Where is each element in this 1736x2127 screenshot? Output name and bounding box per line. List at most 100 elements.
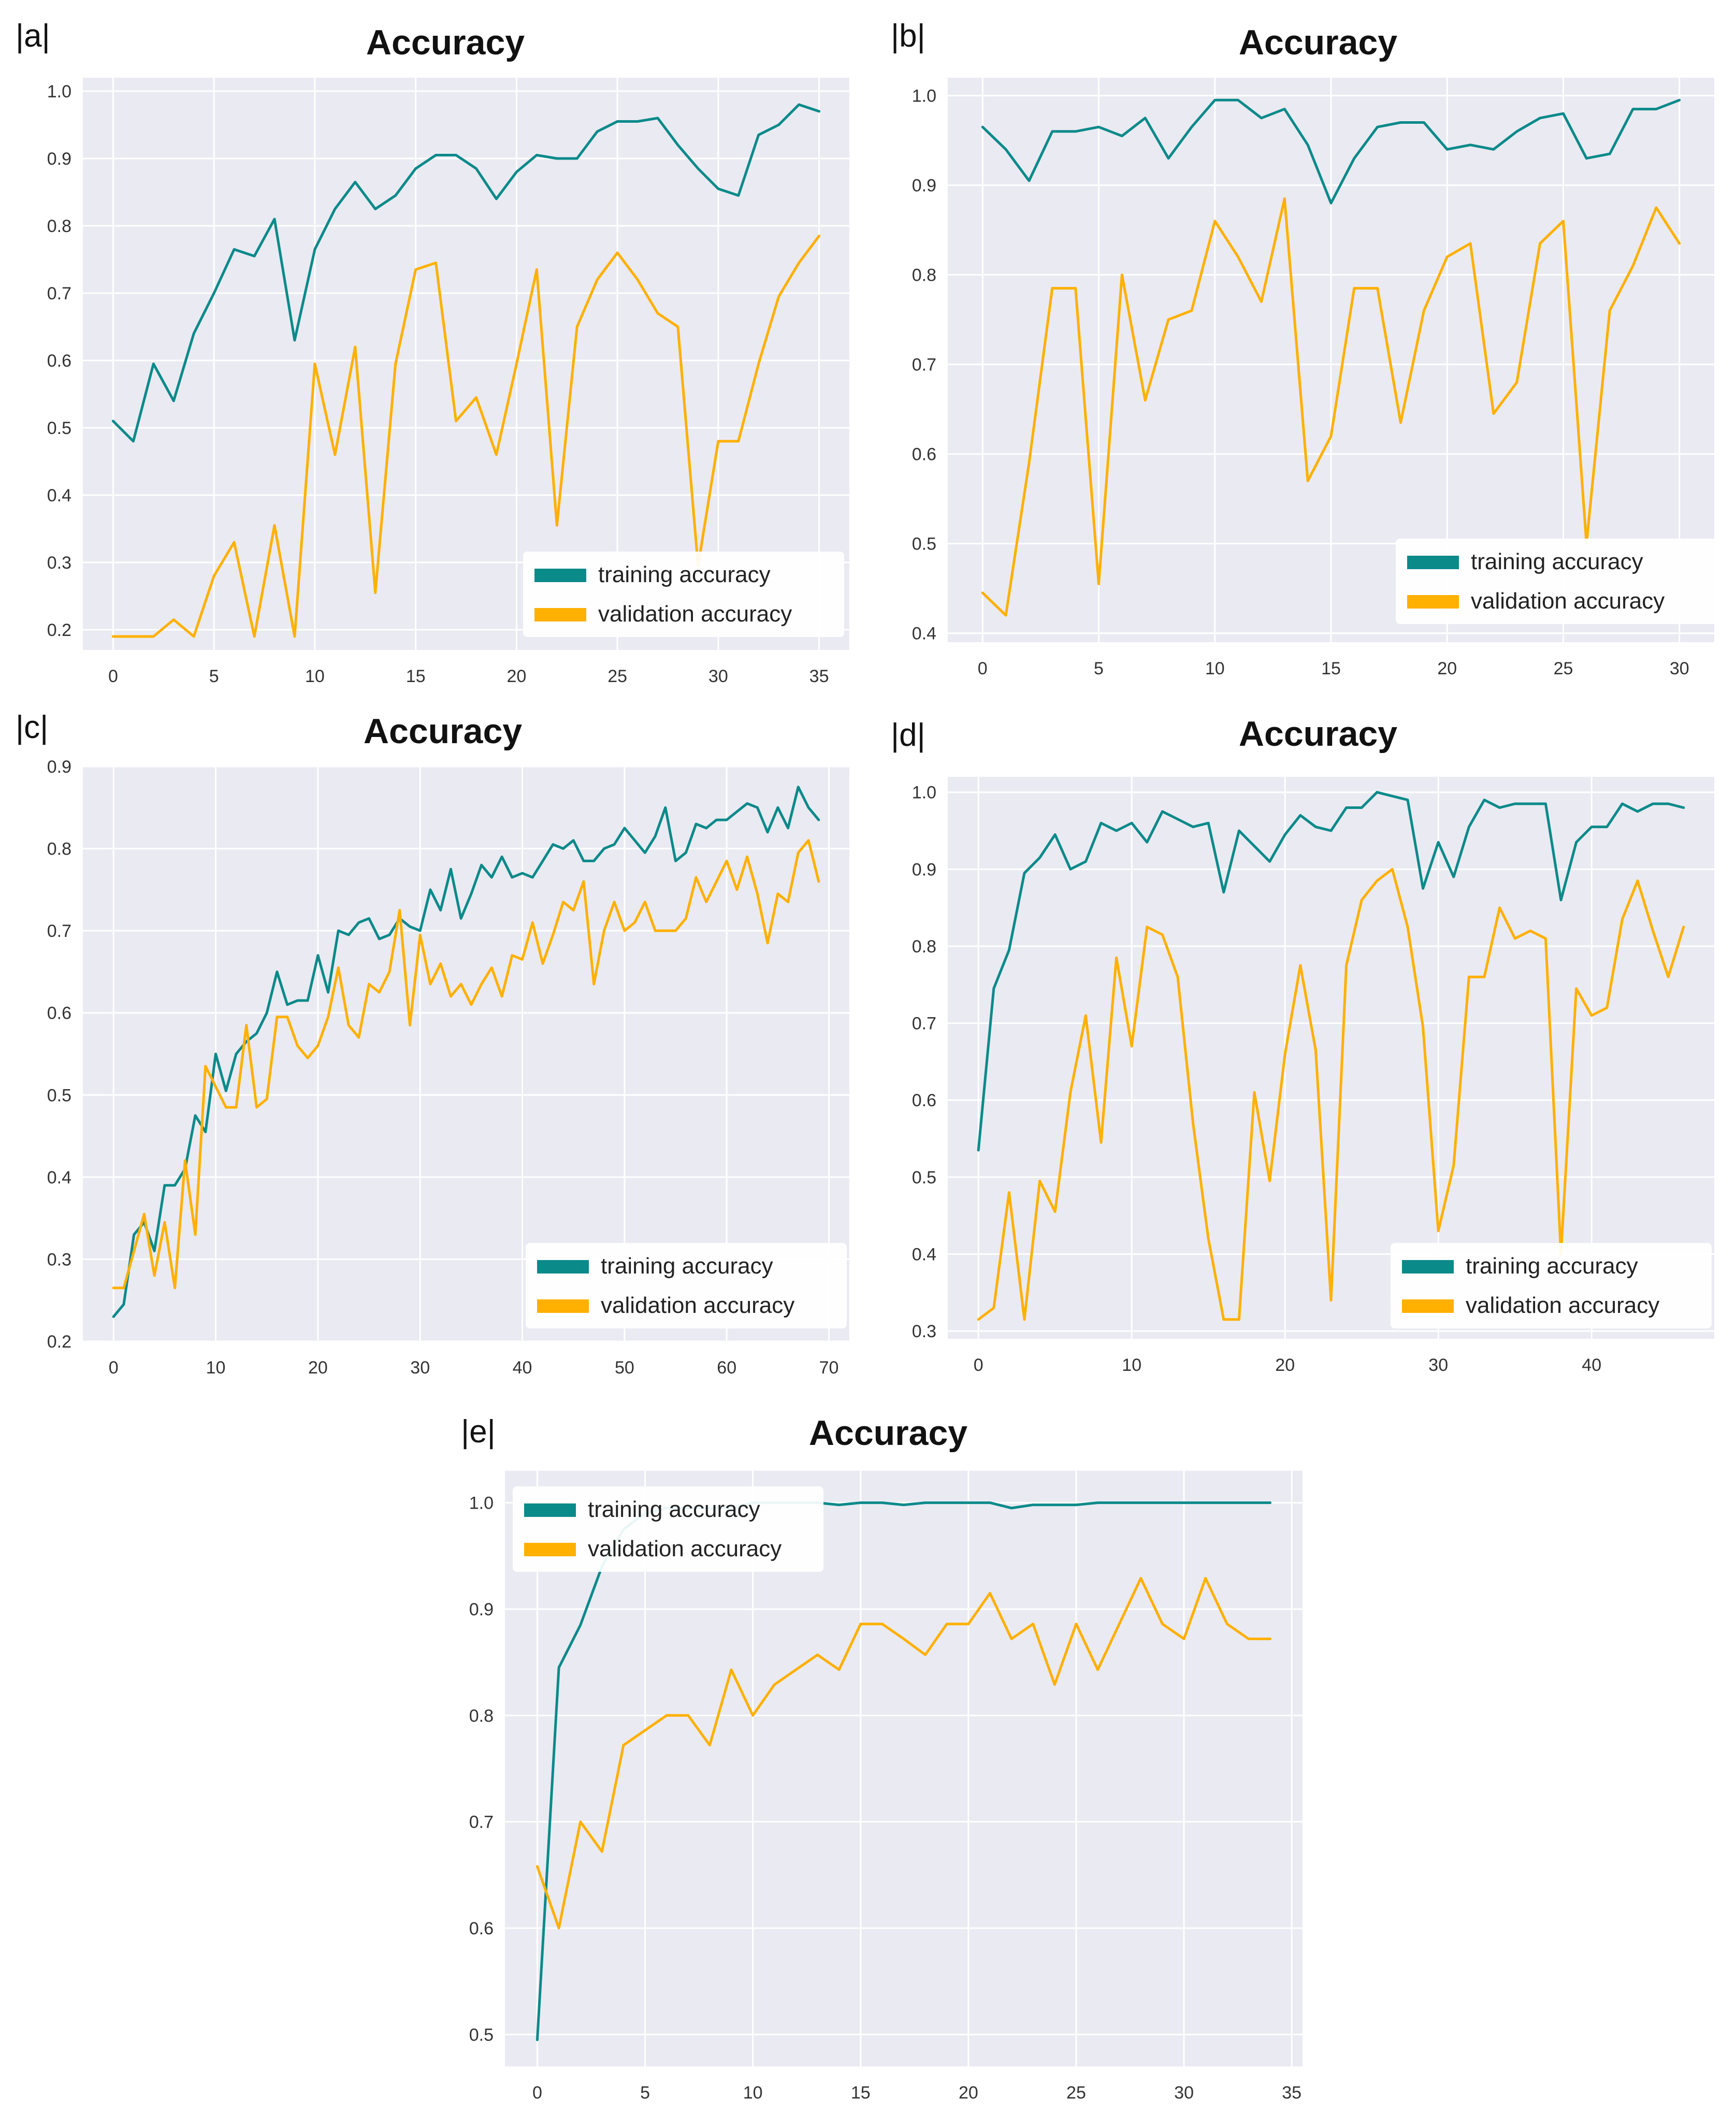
chart-panel-e: |e| Accuracy 0.5 0.6 0.7 0.8 0.9 1.0 0 5 10 15 20 25 3… <box>461 1413 1303 2103</box>
chart-title: Accuracy <box>1239 714 1397 754</box>
x-tick-label: 15 <box>406 667 426 686</box>
x-tick-label: 20 <box>959 2083 978 2103</box>
legend-box <box>526 1243 847 1328</box>
y-tick-label: 0.5 <box>47 1086 71 1105</box>
x-tick-label: 20 <box>1275 1355 1295 1375</box>
x-tick-label: 60 <box>717 1358 736 1378</box>
y-tick-label: 0.7 <box>912 355 936 375</box>
chart-panel-b: |b| Accuracy 0.4 0.5 0.6 0.7 0.8 0.9 1.0 0 5 10 15 20… <box>891 18 1717 678</box>
x-tick-label: 20 <box>308 1358 328 1378</box>
y-tick-label: 0.6 <box>47 1004 71 1023</box>
legend-label-validation: validation accuracy <box>601 1293 794 1318</box>
legend: training accuracy validation accuracy <box>1396 539 1717 624</box>
y-tick-label: 0.9 <box>912 176 936 196</box>
x-tick-label: 30 <box>1670 659 1689 678</box>
validation-accuracy-line <box>981 197 1681 617</box>
legend: training accuracy validation accuracy <box>513 1486 823 1572</box>
chart-panel-d: |d| Accuracy 0.3 0.4 0.5 0.6 0.7 0.8 0.9 1.0 0 10 20… <box>891 714 1714 1375</box>
panel-label: |c| <box>16 710 48 745</box>
legend-label-training: training accuracy <box>598 562 771 587</box>
x-tick-label: 5 <box>640 2083 650 2103</box>
legend-swatch-validation <box>537 1299 589 1313</box>
panel-label: |b| <box>891 18 925 54</box>
legend-swatch-validation <box>1407 595 1459 609</box>
y-tick-label: 0.2 <box>47 1332 71 1352</box>
training-accuracy-line <box>981 98 1681 205</box>
y-tick-label: 0.9 <box>469 1600 494 1619</box>
y-tick-label: 0.5 <box>912 1168 936 1188</box>
legend-swatch-training <box>1402 1260 1454 1274</box>
training-accuracy-line <box>112 786 820 1318</box>
x-tick-label: 70 <box>819 1358 839 1378</box>
legend-swatch-validation <box>524 1543 576 1556</box>
legend-box <box>1391 1243 1712 1328</box>
validation-accuracy-line <box>111 235 821 638</box>
x-tick-label: 20 <box>1437 659 1457 678</box>
x-tick-label: 10 <box>743 2083 763 2103</box>
y-tick-label: 0.4 <box>47 486 71 505</box>
panel-label: |e| <box>461 1414 496 1450</box>
validation-accuracy-line <box>112 839 820 1290</box>
y-tick-label: 0.5 <box>912 534 936 554</box>
y-tick-label: 0.6 <box>912 1091 936 1110</box>
y-tick-label: 0.4 <box>912 624 936 644</box>
x-tick-label: 10 <box>305 667 325 686</box>
x-tick-label: 25 <box>607 667 627 686</box>
legend-swatch-validation <box>1402 1299 1454 1313</box>
legend-label-training: training accuracy <box>1471 549 1643 574</box>
y-tick-label: 0.4 <box>47 1168 71 1188</box>
x-tick-label: 10 <box>1122 1355 1141 1375</box>
y-tick-label: 0.8 <box>47 840 71 859</box>
chart-title: Accuracy <box>366 23 525 62</box>
x-tick-label: 5 <box>1094 659 1104 678</box>
chart-panel-a: |a| Accuracy 0.2 0.3 0.4 0.5 0.6 0.7 0.8 0.9 1.0 0 5… <box>16 18 849 686</box>
y-tick-label: 0.2 <box>47 620 71 640</box>
y-tick-label: 1.0 <box>469 1494 494 1513</box>
panel-label: |d| <box>891 717 925 753</box>
legend-swatch-validation <box>534 608 586 621</box>
chart-title: Accuracy <box>809 1413 967 1453</box>
x-tick-label: 10 <box>206 1358 226 1378</box>
legend-label-validation: validation accuracy <box>588 1536 782 1561</box>
y-tick-label: 1.0 <box>912 783 936 803</box>
x-tick-label: 25 <box>1554 659 1573 678</box>
x-tick-label: 40 <box>513 1358 532 1378</box>
x-tick-label: 30 <box>708 667 728 686</box>
y-tick-label: 0.7 <box>912 1014 936 1034</box>
chart-panel-c: |c| Accuracy 0.2 0.3 0.4 0.5 0.6 0.7 0.8 0.9 0 10 20… <box>16 710 849 1378</box>
y-tick-label: 0.6 <box>47 351 71 371</box>
panel-label: |a| <box>16 18 50 54</box>
training-accuracy-line <box>111 103 821 443</box>
x-tick-label: 0 <box>532 2083 542 2103</box>
legend-label-training: training accuracy <box>601 1253 773 1279</box>
legend-label-training: training accuracy <box>1466 1253 1638 1279</box>
x-tick-label: 35 <box>809 667 829 686</box>
legend-label-validation: validation accuracy <box>598 601 792 627</box>
legend-label-validation: validation accuracy <box>1466 1293 1659 1318</box>
legend: training accuracy validation accuracy <box>1391 1243 1712 1328</box>
x-tick-label: 15 <box>851 2083 871 2103</box>
legend-label-validation: validation accuracy <box>1471 588 1665 614</box>
y-tick-label: 0.5 <box>469 2025 494 2045</box>
y-tick-label: 0.7 <box>47 284 71 303</box>
legend-swatch-training <box>537 1260 589 1274</box>
legend-swatch-training <box>534 569 586 582</box>
y-tick-label: 0.6 <box>912 445 936 465</box>
y-tick-label: 0.9 <box>912 860 936 879</box>
y-tick-label: 0.3 <box>912 1322 936 1341</box>
y-tick-label: 0.8 <box>912 937 936 957</box>
y-tick-label: 0.5 <box>47 418 71 438</box>
x-tick-label: 50 <box>615 1358 634 1378</box>
x-tick-label: 10 <box>1205 659 1225 678</box>
x-tick-label: 0 <box>978 659 988 678</box>
legend: training accuracy validation accuracy <box>523 552 844 637</box>
legend-swatch-training <box>1407 556 1459 569</box>
validation-accuracy-line <box>977 867 1685 1321</box>
x-tick-label: 30 <box>1428 1355 1448 1375</box>
y-tick-label: 0.8 <box>912 266 936 285</box>
chart-title: Accuracy <box>364 712 522 751</box>
chart-title: Accuracy <box>1239 23 1397 62</box>
validation-accuracy-line <box>536 1576 1272 1930</box>
x-tick-label: 35 <box>1282 2083 1301 2103</box>
